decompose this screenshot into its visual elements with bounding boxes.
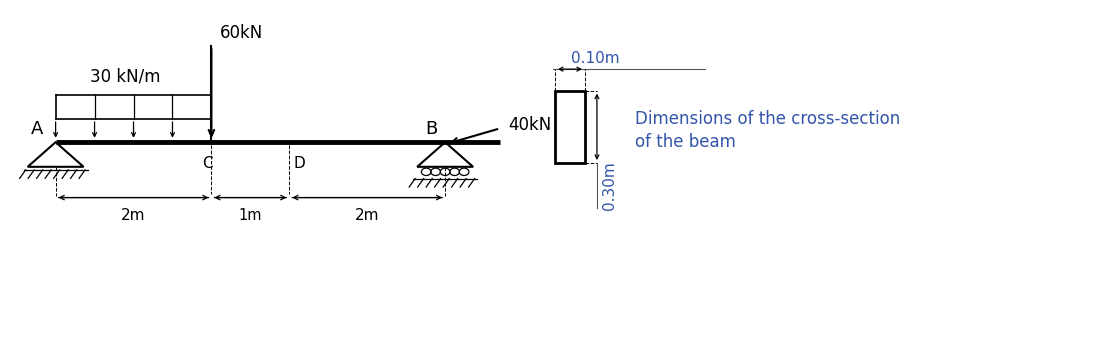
Polygon shape [555, 91, 585, 163]
Text: A: A [31, 120, 44, 138]
Text: of the beam: of the beam [635, 133, 735, 151]
Text: 60kN: 60kN [220, 24, 263, 42]
Text: D: D [293, 156, 306, 171]
Text: 1m: 1m [238, 208, 263, 223]
Text: 2m: 2m [355, 208, 379, 223]
Text: 0.30m: 0.30m [602, 161, 617, 210]
Text: 0.10m: 0.10m [570, 51, 619, 66]
Text: 30 kN/m: 30 kN/m [90, 67, 160, 85]
Text: 2m: 2m [121, 208, 146, 223]
Text: C: C [202, 156, 213, 171]
Text: B: B [425, 120, 437, 138]
Text: Dimensions of the cross-section: Dimensions of the cross-section [635, 110, 900, 128]
Text: 40kN: 40kN [508, 116, 552, 134]
